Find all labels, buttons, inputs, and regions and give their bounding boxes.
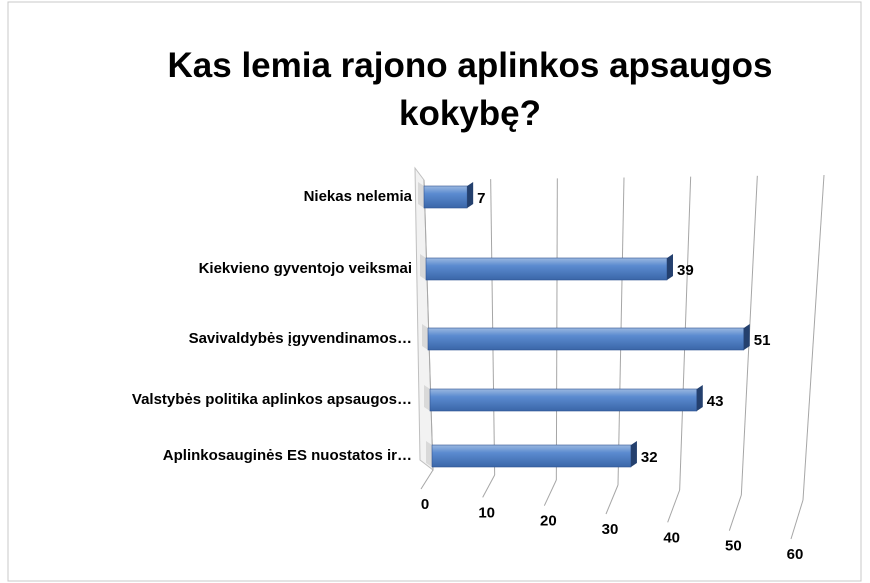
bar bbox=[423, 185, 468, 209]
bar-end bbox=[467, 182, 474, 208]
value-label: 7 bbox=[477, 190, 485, 207]
floor-line bbox=[543, 479, 557, 506]
x-tick-label: 0 bbox=[421, 496, 429, 513]
x-tick-label: 10 bbox=[478, 504, 495, 521]
x-tick-label: 20 bbox=[540, 513, 557, 530]
bar-base bbox=[418, 182, 424, 208]
bar-end bbox=[630, 441, 637, 467]
y-tick-label: Valstybės politika aplinkos apsaugos… bbox=[132, 391, 412, 408]
bar bbox=[429, 388, 698, 412]
bar-base bbox=[420, 254, 426, 280]
grid-line bbox=[423, 179, 434, 471]
floor-line bbox=[728, 494, 742, 531]
floor-line bbox=[420, 469, 434, 490]
wall bbox=[414, 166, 434, 472]
value-label: 39 bbox=[677, 262, 694, 279]
bar bbox=[431, 444, 632, 468]
value-label: 32 bbox=[641, 449, 658, 466]
bar-base bbox=[422, 324, 428, 350]
bar-end bbox=[666, 254, 673, 280]
bar bbox=[425, 257, 668, 281]
floor-line bbox=[667, 489, 681, 523]
floor-line bbox=[790, 499, 804, 540]
floor-line bbox=[482, 474, 496, 498]
bar bbox=[427, 327, 745, 351]
x-tick-label: 60 bbox=[787, 546, 804, 563]
grid-line bbox=[802, 174, 825, 501]
x-tick-label: 40 bbox=[663, 529, 680, 546]
bar-base bbox=[426, 441, 432, 467]
grid-line bbox=[490, 179, 496, 476]
y-tick-label: Niekas nelemia bbox=[304, 188, 413, 205]
value-label: 43 bbox=[707, 393, 724, 410]
bar-end bbox=[696, 385, 703, 411]
y-tick-label: Aplinkosauginės ES nuostatos ir… bbox=[163, 447, 412, 464]
value-label: 51 bbox=[754, 332, 771, 349]
y-tick-label: Savivaldybės įgyvendinamos… bbox=[189, 330, 412, 347]
floor-line bbox=[605, 484, 619, 515]
bar-base bbox=[424, 385, 430, 411]
x-tick-label: 30 bbox=[602, 521, 619, 538]
y-tick-label: Kiekvieno gyventojo veiksmai bbox=[199, 260, 412, 277]
chart-title: Kas lemia rajono aplinkos apsaugos kokyb… bbox=[167, 46, 773, 133]
x-tick-label: 50 bbox=[725, 538, 742, 555]
bar-end bbox=[743, 324, 750, 350]
chart-frame bbox=[7, 1, 862, 582]
